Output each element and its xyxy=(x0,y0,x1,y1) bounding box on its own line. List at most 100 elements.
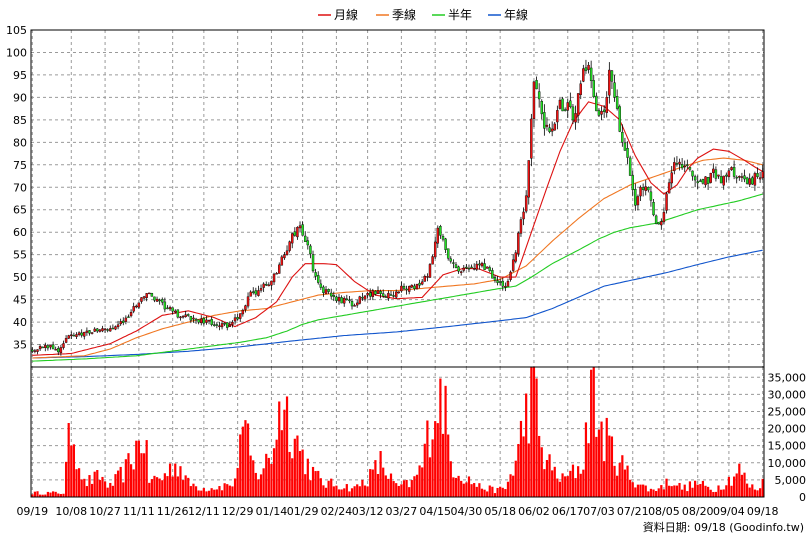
candle xyxy=(207,319,211,325)
candle xyxy=(293,227,297,237)
candle-body xyxy=(363,295,367,300)
volume-bar xyxy=(374,460,377,497)
candle xyxy=(33,349,37,354)
volume-bar xyxy=(31,494,34,497)
candle xyxy=(584,59,588,74)
candle-body xyxy=(543,112,546,129)
candle-body xyxy=(129,312,133,317)
candle xyxy=(184,310,187,318)
candle-body xyxy=(210,319,213,325)
candle xyxy=(522,207,525,226)
candle-body xyxy=(327,289,330,292)
volume-bar xyxy=(592,367,595,497)
candle xyxy=(712,163,715,178)
date-tick-label: 10/08 xyxy=(55,505,87,518)
candle xyxy=(145,293,148,302)
candle-body xyxy=(600,110,603,115)
candle xyxy=(719,170,723,184)
candle xyxy=(213,321,216,327)
volume-bar xyxy=(738,463,741,497)
candle-body xyxy=(135,305,138,308)
candle xyxy=(545,117,549,131)
candle xyxy=(288,240,291,253)
candle-body xyxy=(324,289,328,295)
candle-body xyxy=(350,301,354,307)
volume-bar xyxy=(176,476,179,497)
date-tick-label: 05/18 xyxy=(484,505,516,518)
volume-bar xyxy=(129,464,133,497)
volume-bar xyxy=(504,489,507,497)
candle-body xyxy=(90,332,94,334)
volume-bar xyxy=(246,423,250,497)
volume-bar xyxy=(150,479,153,497)
candle xyxy=(420,278,424,286)
volume-bar xyxy=(623,469,627,497)
volume-bar xyxy=(363,485,367,497)
moving-average-lines xyxy=(32,101,763,362)
candle xyxy=(714,166,718,182)
candle xyxy=(327,288,330,294)
candle-body xyxy=(686,164,689,166)
candle-body xyxy=(200,318,203,324)
volume-bar xyxy=(683,484,686,497)
volume-tick-label: 10,000 xyxy=(768,457,807,470)
candle-body xyxy=(595,95,598,112)
volume-bar xyxy=(629,479,632,497)
volume-bar xyxy=(475,486,478,497)
volume-bar xyxy=(171,476,174,497)
candlesticks xyxy=(31,59,764,356)
candle xyxy=(410,284,414,289)
candle xyxy=(381,289,385,298)
volume-bar xyxy=(376,473,380,497)
candle xyxy=(119,318,122,326)
candle xyxy=(704,176,707,188)
volume-bar xyxy=(444,385,447,497)
candle xyxy=(436,225,440,248)
candle xyxy=(592,74,595,99)
candle xyxy=(467,264,471,273)
candle xyxy=(675,156,679,167)
volume-bar xyxy=(270,463,273,497)
candle-body xyxy=(296,226,299,238)
candle-body xyxy=(275,273,278,275)
volume-bar xyxy=(756,490,759,497)
candle xyxy=(745,176,749,185)
candle xyxy=(691,170,694,181)
candle xyxy=(317,271,320,285)
legend-item-2: 季線 xyxy=(376,7,416,22)
candle-body xyxy=(192,317,195,320)
volume-bar xyxy=(285,396,289,497)
candle-body xyxy=(670,172,673,184)
candle xyxy=(389,290,393,296)
candle-body xyxy=(98,329,102,332)
volume-bar xyxy=(101,476,104,497)
volume-panel-frame xyxy=(30,366,765,498)
volume-bar xyxy=(660,485,663,497)
candle xyxy=(644,180,647,196)
volume-bar xyxy=(218,486,221,497)
candle-body xyxy=(366,293,369,296)
candle-body xyxy=(111,327,115,330)
volume-bar xyxy=(519,420,523,497)
candle-body xyxy=(457,266,460,272)
volume-bar xyxy=(293,438,296,497)
volume-bar xyxy=(259,474,263,497)
candle-body xyxy=(109,328,112,332)
candle-body xyxy=(613,82,616,98)
candle xyxy=(150,292,154,297)
volume-bar xyxy=(85,486,88,497)
candle-body xyxy=(252,291,255,293)
volume-bar xyxy=(98,480,101,497)
candle-body xyxy=(576,93,580,116)
volume-bar xyxy=(116,470,120,497)
volume-tick-label: 30,000 xyxy=(768,388,807,401)
volume-bar xyxy=(337,489,341,497)
candle-body xyxy=(267,284,271,287)
volume-bar xyxy=(137,440,140,497)
candle xyxy=(608,62,611,104)
candle-body xyxy=(361,297,364,299)
candle-body xyxy=(291,233,294,244)
candle-body xyxy=(314,272,317,277)
candle-body xyxy=(72,334,76,337)
candle-body xyxy=(761,171,764,178)
